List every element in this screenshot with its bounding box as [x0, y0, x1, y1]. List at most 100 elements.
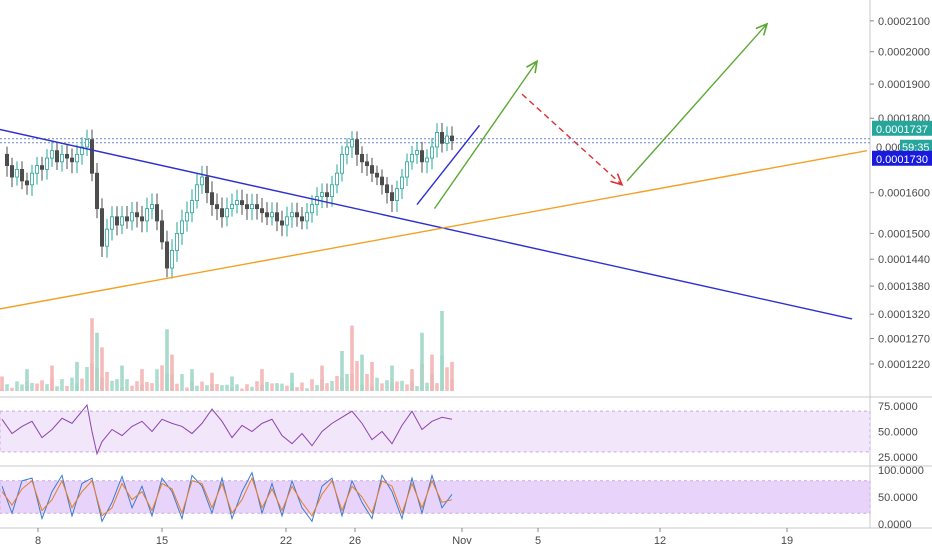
volume-bar — [180, 374, 184, 391]
candle-body — [254, 204, 259, 210]
candle-body — [80, 146, 85, 155]
candle-body — [249, 204, 254, 210]
trendline — [0, 128, 853, 320]
volume-bar — [195, 385, 199, 391]
volume-bar — [365, 374, 369, 391]
volume-bar — [315, 385, 319, 391]
rsi-tick-label: 25.0000 — [878, 452, 918, 464]
candle-body — [299, 216, 304, 222]
volume-bar — [60, 379, 64, 391]
volume-bar — [140, 369, 144, 391]
volume-bar — [370, 361, 374, 391]
candle-body — [224, 208, 229, 218]
x-tick-label: 15 — [156, 535, 168, 547]
candle-body — [239, 200, 244, 206]
volume-bar — [445, 367, 449, 391]
x-tick-label: 12 — [654, 535, 666, 547]
volume-bar — [270, 383, 274, 391]
candle-body — [139, 216, 144, 222]
candle-body — [100, 208, 105, 247]
volume-bar — [240, 388, 244, 391]
y-tick-label: 0.0001500 — [878, 228, 930, 240]
volume-bar — [30, 382, 34, 391]
candle-body — [409, 153, 414, 163]
candle-body — [204, 176, 209, 194]
candle-body — [134, 212, 139, 218]
candle-body — [65, 153, 70, 159]
volume-bar — [20, 384, 24, 391]
volume-bar — [25, 369, 29, 391]
trendline — [416, 124, 481, 206]
volume-bar — [190, 369, 194, 391]
volume-bar — [275, 383, 279, 391]
candle-body — [264, 212, 269, 218]
candle-body — [339, 153, 344, 174]
candle-body — [209, 192, 214, 206]
rsi-tick-label: 75.0000 — [878, 401, 918, 413]
candle-body — [19, 168, 24, 182]
volume-bar — [335, 376, 339, 391]
y-tick-label: 0.0002100 — [878, 16, 930, 28]
volume-bar — [250, 386, 254, 391]
volume-bar — [405, 384, 409, 391]
volume-bar — [395, 381, 399, 391]
volume-bar — [75, 361, 79, 391]
candle-body — [14, 168, 19, 178]
candle-body — [214, 204, 219, 210]
candle-body — [429, 146, 434, 159]
candle-body — [439, 132, 444, 144]
volume-bar — [220, 385, 224, 391]
volume-bar — [45, 384, 49, 391]
candle-body — [404, 161, 409, 178]
x-tick-label: 8 — [35, 535, 41, 547]
volume-bar — [260, 369, 264, 391]
candle-body — [369, 165, 374, 174]
stoch-tick-label: 100.0000 — [878, 465, 924, 477]
volume-bar — [65, 385, 69, 391]
candle-body — [60, 153, 65, 163]
volume-bar — [340, 351, 344, 391]
volume-bar — [185, 387, 189, 391]
candle-body — [159, 220, 164, 243]
candle-body — [144, 208, 149, 222]
candle-body — [179, 220, 184, 234]
volume-bar — [175, 383, 179, 391]
candle-body — [105, 228, 110, 247]
volume-bar — [15, 381, 19, 391]
candle-body — [334, 172, 339, 186]
candle-body — [125, 216, 130, 222]
volume-bar — [430, 354, 434, 391]
candle-body — [379, 176, 384, 186]
volume-bar — [0, 376, 4, 391]
candle-body — [29, 172, 34, 186]
candle-body — [115, 216, 120, 226]
candle-body — [384, 184, 389, 194]
candle-body — [444, 135, 449, 144]
candle-body — [234, 200, 239, 206]
volume-bar — [40, 380, 44, 391]
volume-bar — [225, 384, 229, 391]
y-tick-label: 0.0001220 — [878, 359, 930, 371]
arrow-head — [755, 22, 769, 36]
volume-bar — [160, 365, 164, 391]
rsi-tick-label: 50.0000 — [878, 427, 918, 439]
volume-bar — [410, 369, 414, 391]
y-tick-label: 0.0001270 — [878, 334, 930, 346]
volume-bar — [310, 379, 314, 391]
candle-body — [424, 157, 429, 163]
candle-body — [85, 139, 90, 148]
candle-body — [319, 192, 324, 198]
volume-bar — [215, 384, 219, 391]
volume-bar — [230, 376, 234, 391]
y-tick-label: 0.0002000 — [878, 47, 930, 59]
volume-bar — [135, 381, 139, 391]
x-tick-label: 26 — [349, 535, 361, 547]
arrow-dashed — [521, 93, 623, 186]
volume-bar — [255, 381, 259, 391]
volume-bar — [145, 382, 149, 391]
volume-bar — [280, 383, 284, 391]
y-tick-label: 0.0001320 — [878, 309, 930, 321]
rsi-line — [1, 403, 453, 456]
candle-body — [189, 200, 194, 214]
